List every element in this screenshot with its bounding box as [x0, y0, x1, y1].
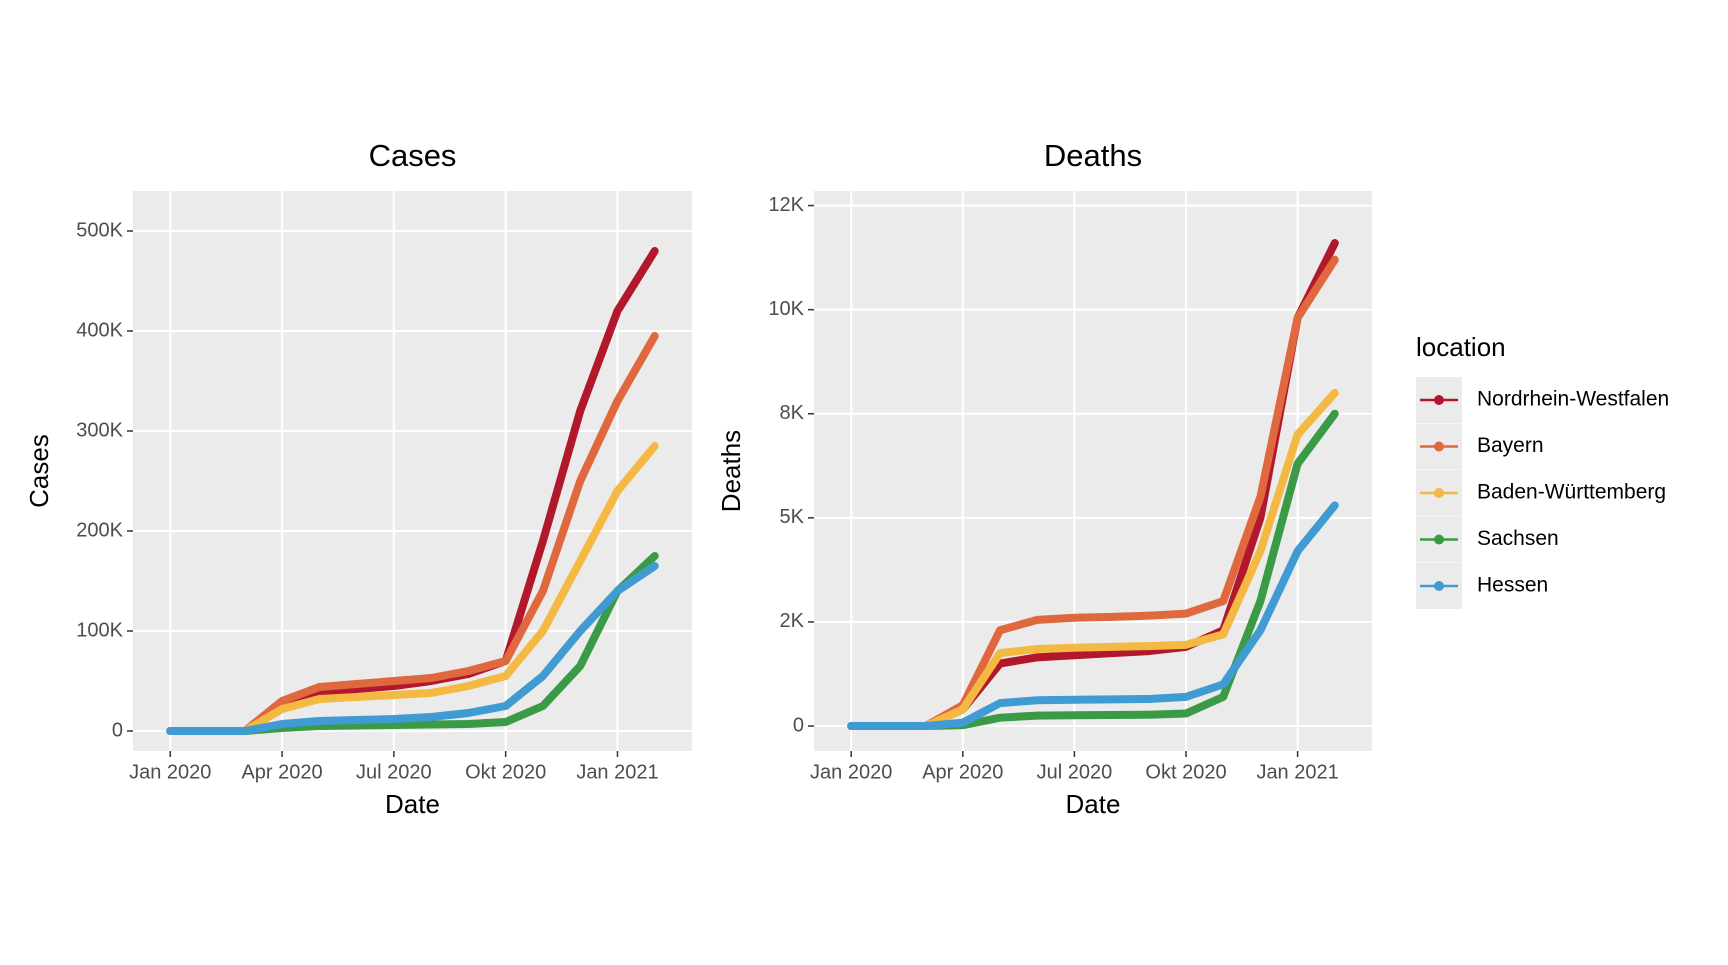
y-tick-label: 5K: [780, 506, 805, 528]
y-tick-label: 400K: [76, 319, 123, 341]
legend-key-dot: [1434, 534, 1444, 545]
y-tick-label: 100K: [76, 619, 123, 641]
y-axis-title: Cases: [24, 434, 54, 508]
x-axis-title: Date: [385, 789, 440, 819]
x-tick-label: Jan 2021: [1256, 761, 1338, 783]
x-tick-label: Okt 2020: [1145, 761, 1226, 783]
legend-title: location: [1416, 332, 1506, 362]
y-tick-label: 200K: [76, 519, 123, 541]
x-axis-title: Date: [1066, 789, 1121, 819]
x-tick-label: Jul 2020: [356, 761, 432, 783]
legend-label: Hessen: [1477, 574, 1548, 597]
y-tick-label: 300K: [76, 419, 123, 441]
legend-label: Nordrhein-Westfalen: [1477, 388, 1669, 411]
y-tick-label: 2K: [780, 610, 805, 632]
legend-key-dot: [1434, 441, 1444, 452]
legend-label: Sachsen: [1477, 527, 1559, 550]
legend-label: Bayern: [1477, 434, 1544, 457]
legend-label: Baden-Württemberg: [1477, 481, 1666, 504]
x-tick-label: Okt 2020: [465, 761, 546, 783]
plot-panel: [133, 191, 692, 751]
chart-title: Deaths: [1044, 138, 1142, 173]
x-tick-label: Apr 2020: [922, 761, 1003, 783]
y-tick-label: 10K: [768, 298, 804, 320]
x-tick-label: Jan 2021: [576, 761, 658, 783]
data-line: [847, 501, 1339, 731]
data-line: [166, 562, 659, 735]
y-tick-label: 12K: [768, 194, 804, 216]
x-tick-label: Jul 2020: [1037, 761, 1113, 783]
y-axis-title: Deaths: [716, 430, 746, 512]
x-tick-label: Jan 2020: [129, 761, 211, 783]
legend-key-dot: [1434, 488, 1444, 498]
legend-key-dot: [1434, 395, 1444, 405]
y-tick-label: 8K: [780, 402, 805, 424]
y-tick-label: 0: [793, 714, 804, 736]
y-tick-label: 0: [112, 719, 123, 741]
chart-title: Cases: [369, 138, 457, 173]
y-tick-label: 500K: [76, 219, 123, 241]
x-tick-label: Jan 2020: [810, 761, 892, 783]
x-tick-label: Apr 2020: [241, 761, 322, 783]
legend-key-dot: [1434, 581, 1444, 591]
